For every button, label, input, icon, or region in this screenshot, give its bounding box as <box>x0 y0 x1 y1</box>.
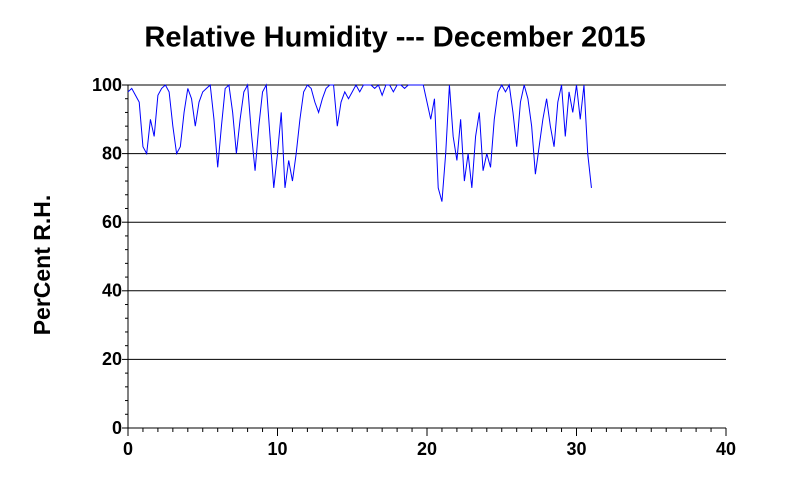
x-tick-label: 30 <box>566 439 586 459</box>
data-line <box>127 83 592 202</box>
x-tick-label: 10 <box>267 439 287 459</box>
y-tick-label: 80 <box>102 143 122 163</box>
y-tick-label: 0 <box>112 418 122 438</box>
y-axis-label: PerCent R.H. <box>29 195 55 336</box>
y-tick-label: 60 <box>102 212 122 232</box>
chart-title: Relative Humidity --- December 2015 <box>144 22 645 54</box>
y-tick-label: 100 <box>92 75 122 95</box>
y-tick-label: 40 <box>102 281 122 301</box>
x-tick-label: 40 <box>716 439 736 459</box>
y-tick-label: 20 <box>102 349 122 369</box>
x-tick-label: 20 <box>417 439 437 459</box>
x-tick-label: 0 <box>123 439 133 459</box>
